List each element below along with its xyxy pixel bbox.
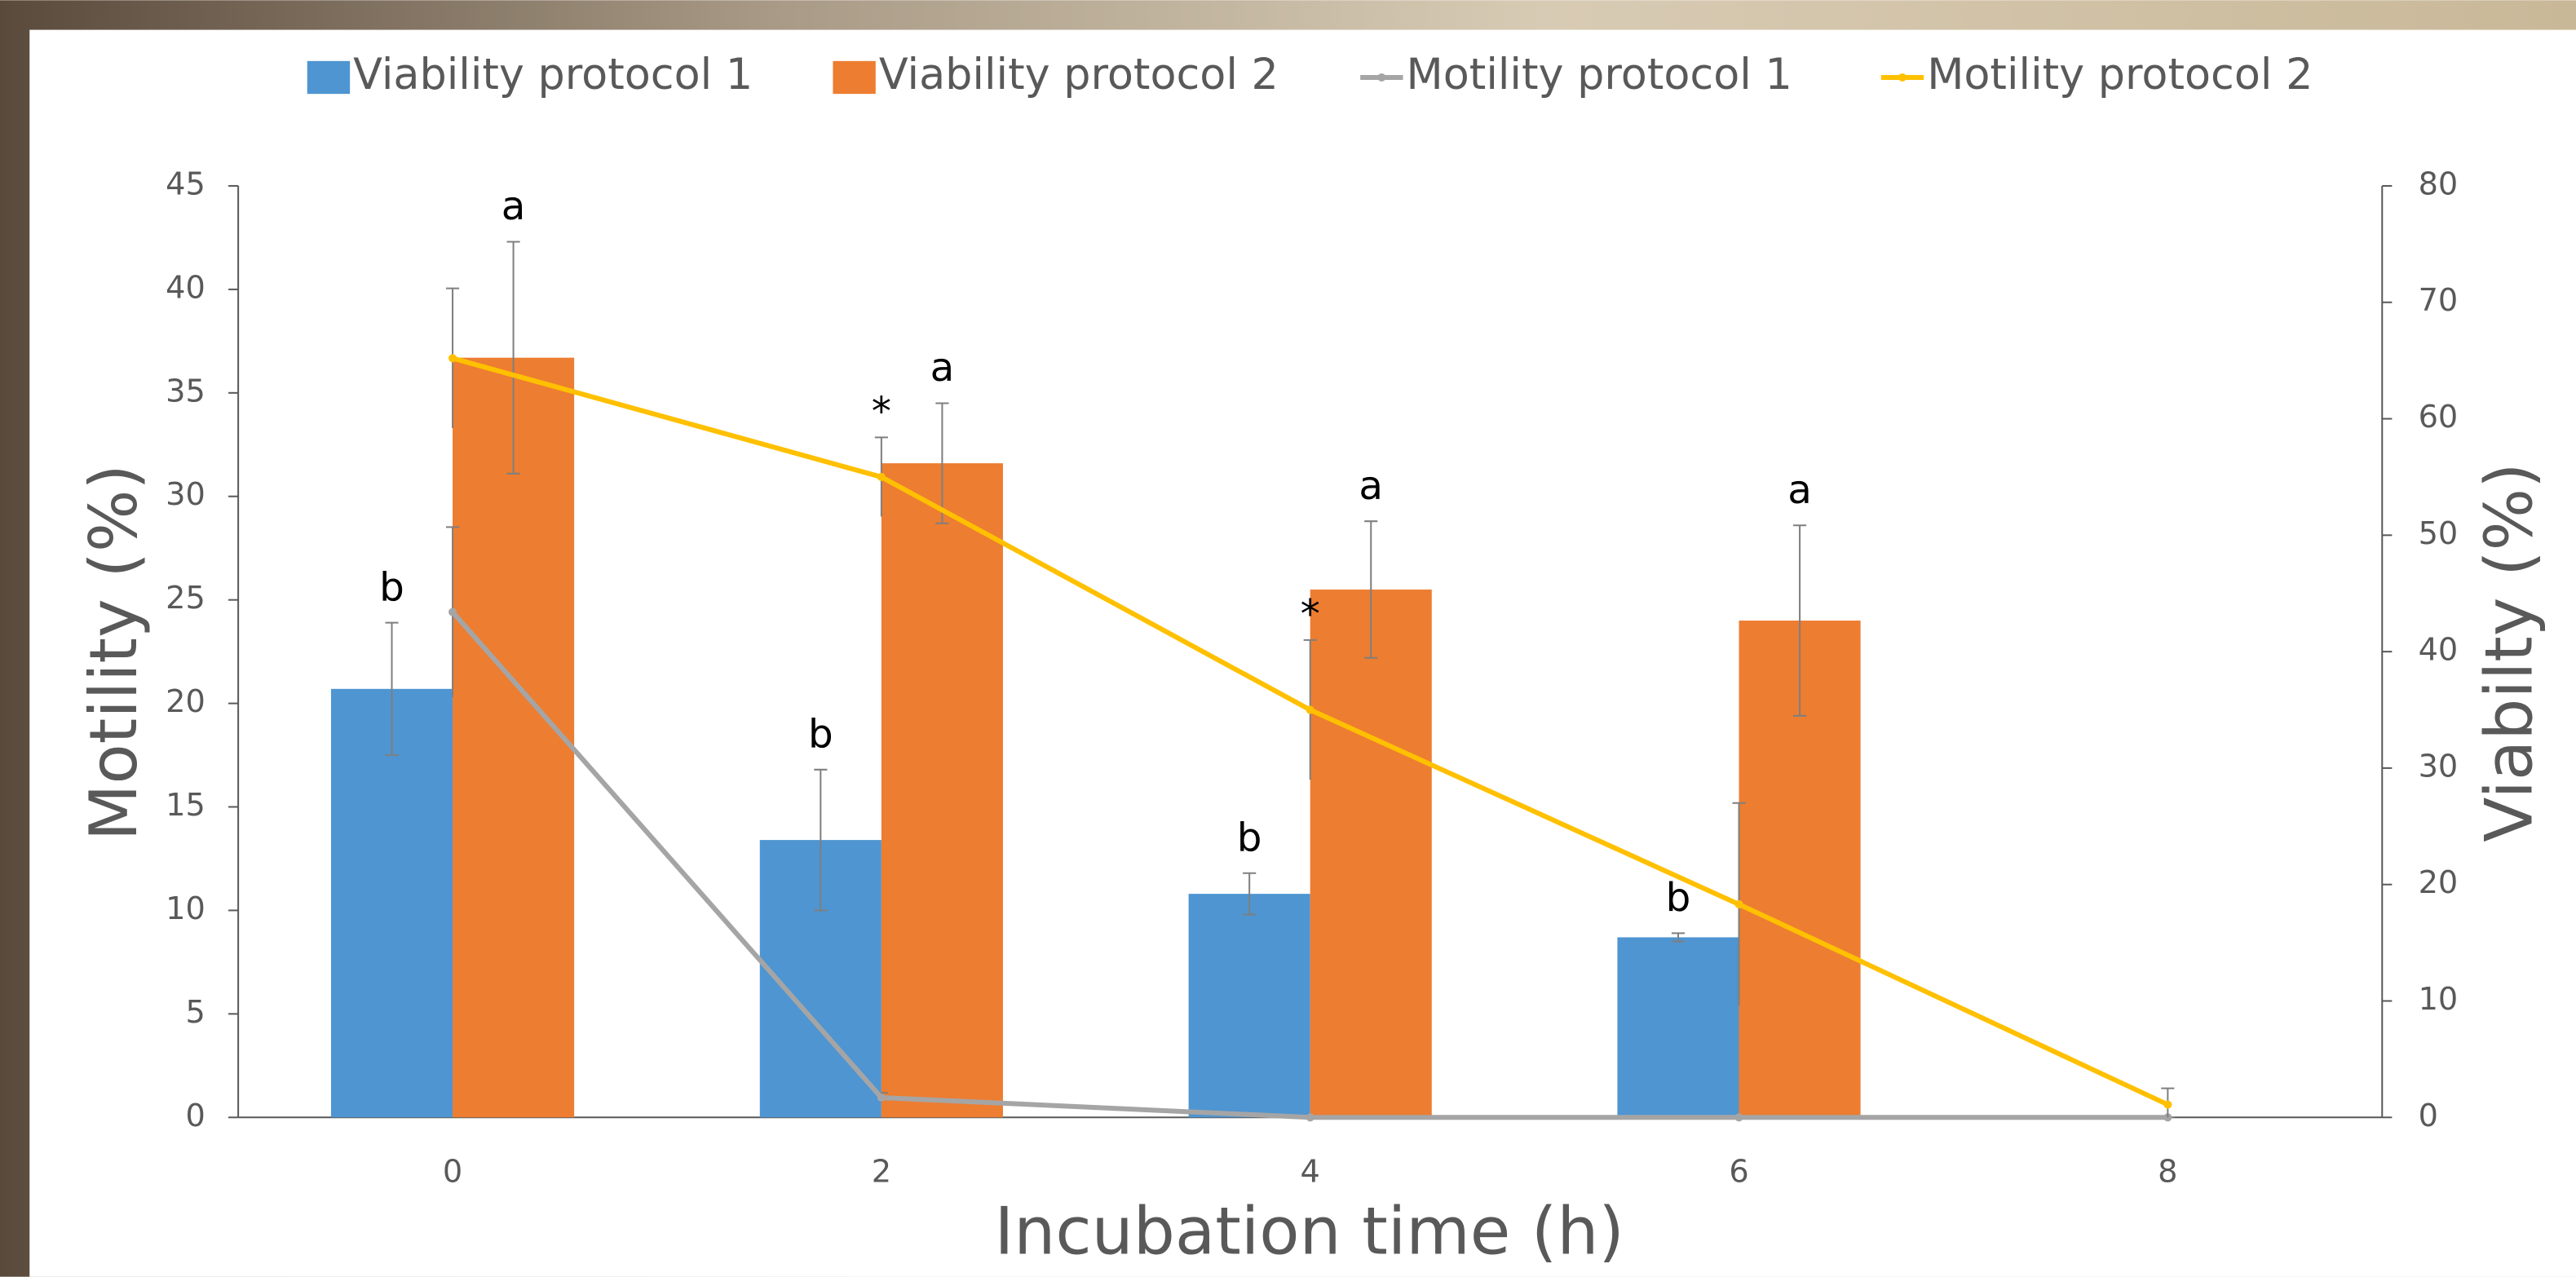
line-marker: [877, 1094, 886, 1102]
y-tick-label: 15: [166, 787, 205, 824]
annotation: a: [1787, 467, 1812, 513]
bar: [1617, 937, 1739, 1117]
y2-tick-label: 50: [2419, 515, 2459, 552]
legend-swatch: [307, 61, 350, 94]
y-tick-label: 35: [166, 373, 205, 409]
y-tick-label: 5: [185, 994, 205, 1031]
legend-swatch: [833, 61, 875, 94]
y2-tick-label: 40: [2419, 632, 2459, 669]
annotation: b: [379, 564, 404, 610]
y2-tick-label: 70: [2419, 282, 2459, 319]
legend-label: Viability protocol 2: [879, 50, 1279, 99]
y-axis-title: Motility (%): [76, 464, 152, 841]
chart: Incubation time (h) Motility (%) Viabilt…: [0, 0, 2576, 1277]
legend-swatch: [1898, 73, 1907, 82]
line-marker: [1734, 1113, 1743, 1121]
y2-tick-label: 30: [2419, 748, 2459, 784]
annotation: a: [502, 183, 526, 229]
legend-label: Viability protocol 1: [353, 50, 753, 99]
y-tick-label: 40: [166, 269, 205, 306]
x-tick-label: 4: [1301, 1153, 1320, 1190]
line-marker: [877, 473, 886, 481]
y2-tick-label: 0: [2419, 1098, 2438, 1134]
x-axis-title: Incubation time (h): [995, 1193, 1624, 1270]
bar: [1310, 590, 1432, 1117]
annotation: a: [930, 345, 955, 391]
legend-label: Motility protocol 2: [1927, 50, 2313, 99]
y-tick-label: 0: [185, 1098, 205, 1134]
y-tick-label: 45: [166, 166, 205, 202]
annotation: *: [1301, 592, 1320, 638]
y-tick-label: 20: [166, 683, 205, 720]
y2-tick-label: 60: [2419, 399, 2459, 435]
annotation: *: [872, 389, 891, 435]
annotation: a: [1359, 463, 1383, 509]
y-tick-label: 25: [166, 580, 205, 616]
line-marker: [1734, 900, 1743, 908]
legend-swatch: [1377, 73, 1385, 82]
x-tick-label: 8: [2158, 1153, 2177, 1190]
line-marker: [1306, 705, 1315, 714]
y2-tick-label: 10: [2419, 981, 2459, 1018]
x-tick-label: 6: [1729, 1153, 1748, 1190]
y2-tick-label: 80: [2419, 166, 2459, 202]
line-marker: [448, 354, 457, 362]
x-tick-label: 0: [443, 1153, 462, 1190]
annotation: b: [1666, 875, 1691, 921]
line-marker: [1306, 1113, 1315, 1121]
line-marker: [2163, 1101, 2172, 1109]
annotation: b: [808, 712, 833, 758]
legend-label: Motility protocol 1: [1407, 50, 1792, 99]
y2-axis-title: Viabilty (%): [2471, 462, 2547, 842]
y-tick-label: 10: [166, 890, 205, 927]
annotation: b: [1237, 815, 1262, 860]
bar: [881, 463, 1003, 1117]
line-marker: [448, 608, 457, 616]
bar: [1189, 894, 1310, 1117]
page: Incubation time (h) Motility (%) Viabilt…: [0, 0, 2576, 1277]
x-tick-label: 2: [872, 1153, 891, 1190]
y-tick-label: 30: [166, 476, 205, 513]
y2-tick-label: 20: [2419, 864, 2459, 901]
